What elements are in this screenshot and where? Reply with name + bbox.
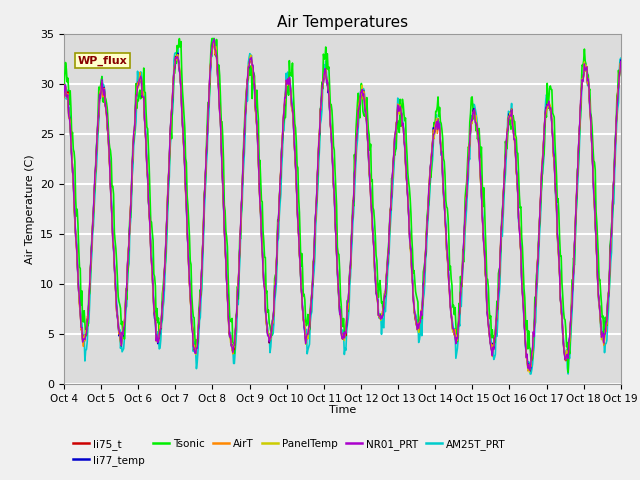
li77_temp [60, 95, 68, 100]
Line: NR01_PRT: NR01_PRT [64, 39, 621, 370]
AirT [524, 368, 532, 374]
AM25T_PRT [211, 36, 218, 41]
li75_t [411, 313, 419, 319]
AM25T_PRT [184, 242, 192, 248]
AirT [411, 312, 419, 317]
AM25T_PRT [127, 203, 135, 208]
li75_t [60, 91, 68, 96]
li77_temp [184, 245, 192, 251]
li77_temp [617, 57, 625, 63]
Line: li75_t: li75_t [64, 43, 621, 369]
PanelTemp [70, 203, 78, 208]
Line: AM25T_PRT: AM25T_PRT [64, 38, 621, 374]
Tsonic [411, 278, 419, 284]
AirT [617, 60, 625, 66]
li75_t [617, 59, 625, 65]
AirT [428, 155, 435, 161]
Tsonic [127, 188, 135, 194]
li77_temp [211, 39, 218, 45]
X-axis label: Time: Time [329, 405, 356, 415]
AM25T_PRT [70, 203, 78, 209]
AM25T_PRT [428, 170, 435, 176]
AM25T_PRT [617, 55, 625, 61]
li75_t [127, 189, 135, 195]
li75_t [428, 156, 435, 162]
Tsonic [564, 369, 572, 375]
NR01_PRT [127, 187, 135, 192]
li77_temp [127, 192, 135, 197]
Tsonic [175, 36, 183, 41]
Tsonic [617, 67, 625, 72]
PanelTemp [211, 37, 218, 43]
Text: WP_flux: WP_flux [78, 55, 127, 66]
Y-axis label: Air Temperature (C): Air Temperature (C) [24, 154, 35, 264]
AM25T_PRT [526, 371, 534, 377]
Tsonic [185, 218, 193, 224]
Line: AirT: AirT [64, 42, 621, 371]
li75_t [211, 40, 218, 46]
PanelTemp [184, 244, 192, 250]
AM25T_PRT [60, 94, 68, 100]
AirT [210, 39, 218, 45]
AirT [60, 95, 68, 100]
PanelTemp [525, 370, 533, 375]
Legend: li75_t, li77_temp, Tsonic, AirT, PanelTemp, NR01_PRT, AM25T_PRT: li75_t, li77_temp, Tsonic, AirT, PanelTe… [69, 435, 509, 470]
AirT [214, 80, 222, 85]
NR01_PRT [617, 59, 625, 64]
NR01_PRT [411, 311, 419, 316]
AM25T_PRT [411, 312, 419, 317]
AirT [70, 202, 78, 208]
NR01_PRT [70, 200, 78, 206]
PanelTemp [617, 60, 625, 65]
Tsonic [70, 149, 78, 155]
AM25T_PRT [214, 74, 222, 80]
li75_t [524, 366, 532, 372]
PanelTemp [127, 193, 135, 199]
PanelTemp [428, 158, 435, 164]
li75_t [214, 76, 222, 82]
NR01_PRT [525, 367, 533, 373]
AirT [184, 242, 192, 248]
NR01_PRT [214, 77, 222, 83]
NR01_PRT [184, 245, 192, 251]
li75_t [184, 245, 192, 251]
li77_temp [411, 312, 419, 318]
PanelTemp [411, 309, 419, 315]
Tsonic [214, 78, 222, 84]
PanelTemp [60, 90, 68, 96]
PanelTemp [214, 78, 222, 84]
NR01_PRT [211, 36, 218, 42]
li75_t [70, 201, 78, 206]
Line: li77_temp: li77_temp [64, 42, 621, 371]
NR01_PRT [428, 158, 435, 164]
li77_temp [428, 156, 435, 161]
NR01_PRT [60, 93, 68, 98]
li77_temp [70, 201, 78, 207]
Line: Tsonic: Tsonic [64, 38, 621, 372]
Title: Air Temperatures: Air Temperatures [277, 15, 408, 30]
Line: PanelTemp: PanelTemp [64, 40, 621, 372]
li77_temp [526, 368, 534, 374]
Tsonic [60, 83, 68, 88]
li77_temp [214, 79, 222, 84]
Tsonic [428, 174, 435, 180]
AirT [127, 186, 135, 192]
